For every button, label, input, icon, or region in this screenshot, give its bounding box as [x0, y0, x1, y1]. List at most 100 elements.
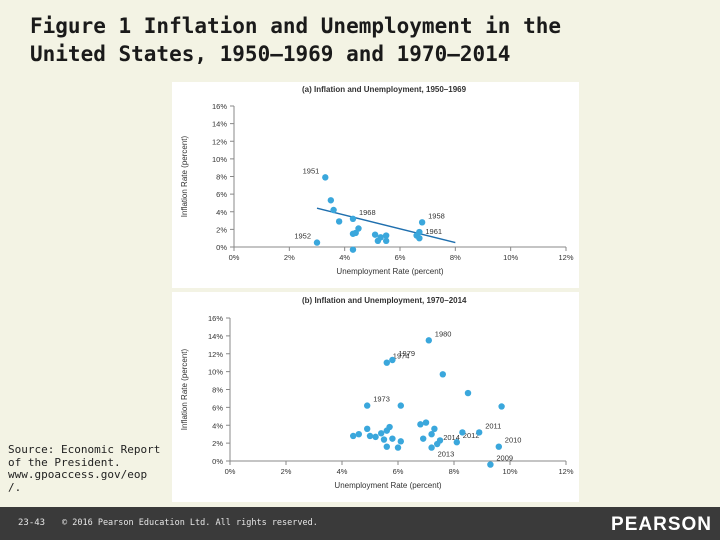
source-line: www.gpoaccess.gov/eop — [8, 468, 148, 481]
data-point — [453, 439, 460, 446]
data-point — [397, 438, 404, 445]
data-point — [425, 337, 432, 344]
footer-bar: 23-43 © 2016 Pearson Education Ltd. All … — [0, 507, 720, 540]
data-point — [322, 174, 329, 181]
y-tick-label: 16% — [208, 314, 223, 323]
x-axis-label: Unemployment Rate (percent) — [336, 267, 443, 276]
data-point — [498, 403, 505, 410]
source-note: Source: Economic Report of the President… — [8, 443, 168, 494]
data-point — [459, 429, 466, 436]
data-label: 1958 — [428, 211, 445, 220]
data-point — [397, 402, 404, 409]
data-label: 2014 — [443, 433, 460, 442]
x-tick-label: 4% — [337, 467, 348, 476]
data-point — [422, 419, 430, 426]
y-tick-label: 14% — [208, 332, 223, 341]
data-point — [327, 197, 335, 204]
data-point — [386, 423, 393, 431]
data-point — [349, 215, 357, 222]
trend-line — [316, 207, 456, 244]
y-tick-label: 16% — [212, 102, 227, 111]
y-tick-label: 4% — [212, 421, 223, 430]
data-label: 2009 — [496, 454, 513, 463]
page-number: 23-43 — [18, 518, 46, 528]
y-tick-label: 6% — [216, 190, 227, 199]
data-label: 1951 — [303, 166, 320, 175]
scatter-chart-a: (a) Inflation and Unemployment, 1950–196… — [180, 85, 574, 276]
data-point — [366, 432, 374, 440]
data-label: 2011 — [485, 421, 501, 430]
x-tick-label: 6% — [395, 253, 406, 262]
data-point — [420, 435, 427, 442]
slide-title-line-1: Figure 1 Inflation and Unemployment in t… — [30, 14, 562, 38]
source-line: of the President. — [8, 455, 121, 469]
y-axis-label: Inflation Rate (percent) — [180, 348, 189, 430]
slide-title: Figure 1 Inflation and Unemployment in t… — [30, 12, 710, 68]
x-tick-label: 10% — [503, 253, 518, 262]
chart-title: (b) Inflation and Unemployment, 1970–201… — [302, 296, 467, 305]
data-label: 1952 — [294, 232, 311, 241]
data-point — [495, 443, 502, 450]
y-tick-label: 8% — [212, 386, 223, 395]
data-point — [416, 234, 423, 242]
data-point — [335, 218, 343, 225]
copyright-notice: © 2016 Pearson Education Ltd. All rights… — [62, 518, 318, 528]
source-line: /. — [8, 480, 22, 494]
x-tick-label: 12% — [558, 467, 573, 476]
data-label: 2013 — [438, 450, 455, 459]
data-point — [439, 371, 446, 378]
data-point — [371, 231, 379, 238]
data-point — [487, 461, 494, 468]
y-axis-label: Inflation Rate (percent) — [180, 135, 189, 217]
data-point — [382, 232, 390, 239]
data-point — [383, 359, 390, 366]
x-tick-label: 6% — [393, 467, 404, 476]
slide-title-line-2: United States, 1950–1969 and 1970–2014 — [30, 42, 511, 66]
y-tick-label: 10% — [212, 155, 227, 164]
data-label: 1979 — [398, 349, 415, 358]
data-point — [418, 219, 426, 226]
data-label: 2010 — [505, 436, 522, 445]
y-tick-label: 12% — [212, 137, 227, 146]
source-line: Source: Economic Report — [8, 443, 161, 456]
x-tick-label: 2% — [281, 467, 292, 476]
data-point — [389, 435, 396, 442]
data-point — [431, 425, 438, 433]
y-tick-label: 0% — [216, 243, 227, 252]
data-point — [349, 246, 357, 253]
x-tick-label: 12% — [558, 253, 573, 262]
data-label: 1968 — [359, 208, 376, 217]
data-point — [377, 234, 384, 241]
data-label: 1974 — [393, 352, 410, 361]
y-tick-label: 8% — [216, 173, 227, 182]
x-tick-label: 10% — [502, 467, 517, 476]
data-point — [364, 425, 371, 433]
data-point — [364, 402, 371, 409]
x-tick-label: 8% — [449, 467, 460, 476]
data-point — [372, 433, 379, 441]
chart-title: (a) Inflation and Unemployment, 1950–196… — [302, 85, 467, 94]
y-tick-label: 10% — [208, 368, 223, 377]
pearson-logo: PEARSON — [611, 514, 712, 535]
y-tick-label: 12% — [208, 350, 223, 359]
x-axis-label: Unemployment Rate (percent) — [334, 481, 441, 490]
data-point — [464, 389, 472, 397]
data-label: 1980 — [435, 329, 452, 338]
y-tick-label: 0% — [212, 457, 223, 466]
data-point — [355, 430, 362, 438]
y-tick-label: 14% — [212, 120, 227, 129]
chart-panel-a: (a) Inflation and Unemployment, 1950–196… — [172, 82, 579, 288]
data-label: 1973 — [373, 395, 390, 404]
y-tick-label: 2% — [212, 439, 223, 448]
data-point — [428, 444, 435, 451]
y-tick-label: 2% — [216, 225, 227, 234]
x-tick-label: 4% — [339, 253, 350, 262]
data-point — [394, 444, 402, 451]
x-tick-label: 8% — [450, 253, 461, 262]
y-tick-label: 6% — [212, 403, 223, 412]
data-label: 2012 — [463, 431, 480, 440]
data-point — [380, 436, 388, 443]
scatter-chart-b: (b) Inflation and Unemployment, 1970–201… — [180, 296, 574, 490]
data-point — [378, 430, 385, 437]
data-label: 1961 — [425, 227, 442, 236]
